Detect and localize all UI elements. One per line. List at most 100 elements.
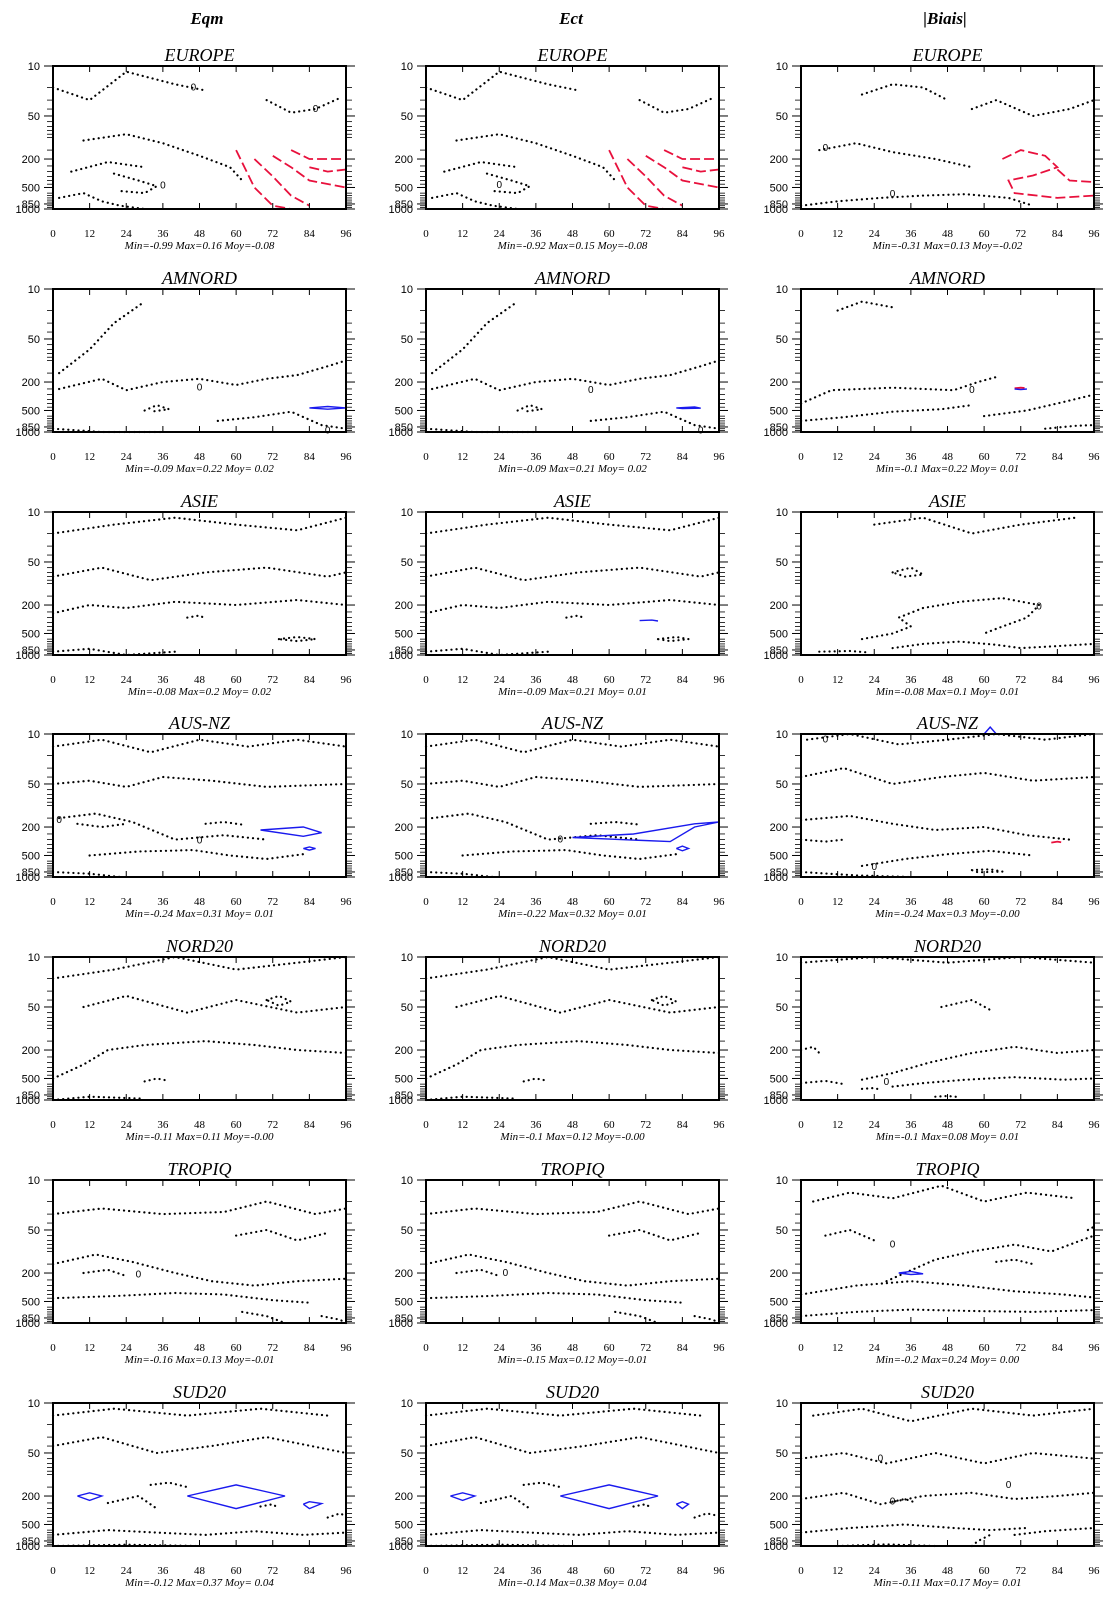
- zero-contour: [431, 300, 519, 375]
- y-tick-label: 10: [401, 1398, 413, 1410]
- y-tick-label: 850: [22, 645, 40, 657]
- zero-contour: [799, 193, 1035, 207]
- zero-contour: [424, 1435, 721, 1455]
- x-tick-label: 12: [457, 1119, 468, 1131]
- negative-contour: [260, 826, 322, 838]
- y-tick-label: 500: [770, 182, 788, 194]
- x-tick-label: 12: [832, 674, 843, 686]
- x-tick-label: 84: [677, 1565, 689, 1577]
- x-tick-label: 0: [423, 674, 429, 686]
- x-tick-label: 12: [457, 228, 468, 240]
- y-tick-label: 500: [770, 405, 788, 417]
- y-tick-label: 1000: [764, 427, 788, 439]
- y-tick-label: 10: [776, 952, 788, 964]
- x-tick-label: 0: [50, 1342, 56, 1354]
- zero-contour: [424, 598, 721, 615]
- zero-contour: [812, 1184, 1077, 1203]
- y-tick-label: 50: [776, 779, 788, 791]
- y-tick-label: 850: [770, 1090, 788, 1102]
- panel-europe-2: EUROPE 0 0 0 12 24 36 48 60 72 84 96 10 50 200 500 85010…: [764, 45, 1103, 252]
- x-tick-label: 12: [832, 1119, 843, 1131]
- x-tick-label: 0: [423, 1342, 429, 1354]
- panel-title: TROPIQ: [541, 1159, 605, 1179]
- x-tick-label: 12: [84, 1119, 95, 1131]
- x-tick-label: 48: [567, 1565, 579, 1577]
- x-tick-label: 96: [714, 896, 726, 908]
- x-tick-label: 12: [832, 451, 843, 463]
- x-tick-label: 12: [84, 896, 95, 908]
- positive-contour: [608, 149, 665, 210]
- plot-frame: [52, 956, 347, 1101]
- x-tick-label: 60: [231, 896, 243, 908]
- x-tick-label: 36: [530, 674, 542, 686]
- panel-stats: Min=-0.24 Max=0.31 Moy= 0.01: [124, 908, 274, 920]
- y-tick-label: 850: [22, 1536, 40, 1548]
- y-tick-label: 500: [395, 1073, 413, 1085]
- x-tick-label: 24: [494, 1119, 506, 1131]
- zero-contour: [589, 410, 721, 430]
- zero-contour: [812, 1407, 1096, 1423]
- y-tick-label: 200: [395, 600, 413, 612]
- x-tick-label: 96: [714, 1119, 726, 1131]
- zero-contour: [51, 738, 348, 754]
- x-tick-label: 0: [798, 451, 804, 463]
- x-tick-label: 12: [457, 896, 468, 908]
- x-tick-label: 0: [50, 228, 56, 240]
- panel-title: AMNORD: [909, 268, 985, 288]
- x-tick-label: 60: [604, 1565, 616, 1577]
- zero-contour: [799, 404, 974, 422]
- negative-contour: [303, 846, 316, 851]
- x-tick-label: 12: [457, 451, 468, 463]
- x-tick-label: 24: [121, 1342, 133, 1354]
- zero-contour: [982, 393, 1096, 418]
- panel-stats: Min=-0.08 Max=0.2 Moy= 0.02: [127, 686, 272, 698]
- negative-contour: [898, 1270, 924, 1276]
- x-tick-label: 96: [1089, 1565, 1101, 1577]
- x-tick-label: 48: [567, 1119, 579, 1131]
- x-tick-label: 72: [640, 674, 651, 686]
- zero-label: 0: [890, 1240, 896, 1251]
- column-title-ect: Ect: [558, 9, 584, 28]
- negative-contour: [676, 406, 701, 410]
- negative-contour: [572, 821, 720, 843]
- zero-label: 0: [823, 143, 829, 154]
- zero-contour: [265, 994, 295, 1007]
- zero-label: 0: [1006, 1480, 1012, 1491]
- x-tick-label: 36: [905, 228, 917, 240]
- x-tick-label: 0: [798, 1565, 804, 1577]
- y-tick-label: 500: [770, 850, 788, 862]
- x-tick-label: 72: [1015, 1119, 1026, 1131]
- x-tick-label: 60: [979, 1342, 991, 1354]
- zero-label: 0: [823, 735, 829, 746]
- x-tick-label: 60: [979, 1565, 991, 1577]
- zero-label: 0: [890, 1497, 896, 1508]
- y-tick-label: 200: [770, 1491, 788, 1503]
- panel-stats: Min=-0.09 Max=0.21 Moy= 0.02: [497, 463, 647, 475]
- x-tick-label: 60: [231, 451, 243, 463]
- x-tick-label: 24: [121, 228, 133, 240]
- x-tick-label: 60: [231, 228, 243, 240]
- y-tick-label: 500: [22, 1296, 40, 1308]
- panel-title: ASIE: [553, 491, 591, 511]
- zero-contour: [424, 1253, 721, 1287]
- y-tick-label: 200: [770, 1268, 788, 1280]
- x-tick-label: 12: [457, 1565, 468, 1577]
- y-tick-label: 850: [770, 1313, 788, 1325]
- x-tick-label: 36: [530, 1565, 542, 1577]
- x-tick-label: 24: [494, 1565, 506, 1577]
- x-tick-label: 72: [1015, 228, 1026, 240]
- x-tick-label: 0: [798, 1119, 804, 1131]
- y-tick-label: 1000: [764, 1095, 788, 1107]
- x-tick-label: 36: [157, 1119, 169, 1131]
- x-tick-label: 12: [832, 228, 843, 240]
- zero-contour: [70, 160, 146, 173]
- y-tick-label: 10: [401, 507, 413, 519]
- y-tick-label: 10: [28, 952, 40, 964]
- panel-title: AMNORD: [534, 268, 610, 288]
- zero-contour: [57, 812, 268, 841]
- zero-contour: [995, 1258, 1035, 1266]
- y-tick-label: 1000: [389, 1541, 413, 1553]
- zero-contour: [799, 1079, 845, 1086]
- y-tick-label: 10: [28, 1398, 40, 1410]
